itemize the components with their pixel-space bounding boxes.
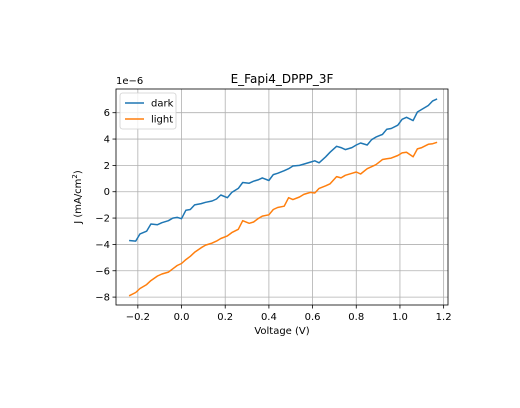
y-tick-label: −8 [95, 293, 110, 304]
y-tick-label: −4 [95, 240, 110, 251]
y-tick-label: 6 [104, 108, 110, 119]
plot-frame [115, 88, 449, 306]
grid [116, 89, 448, 305]
legend: dark light [119, 92, 177, 130]
y-axis-label-tail: ) [73, 170, 84, 174]
series-line-dark [129, 98, 438, 242]
x-axis: −0.2 0.0 0.2 0.4 0.6 0.8 1.0 1.2 [126, 305, 452, 323]
y-axis: −8 −6 −4 −2 0 2 4 6 [95, 108, 116, 304]
legend-label-light: light [151, 115, 173, 126]
y-tick-label: 2 [104, 161, 110, 172]
x-tick-label: 0.4 [261, 312, 277, 323]
y-tick-label: 4 [104, 135, 110, 146]
legend-box [119, 92, 177, 130]
x-tick-label: 0.0 [174, 312, 190, 323]
y-tick-label: 0 [104, 187, 110, 198]
x-tick-label: 0.2 [217, 312, 233, 323]
y-axis-label: J (mA/cm2) [71, 170, 84, 225]
y-axis-offset-text: 1e−6 [116, 76, 143, 87]
chart-title: E_Fapi4_DPPP_3F [231, 72, 334, 86]
x-tick-label: 0.8 [348, 312, 364, 323]
legend-label-dark: dark [151, 99, 174, 110]
x-tick-label: −0.2 [126, 312, 150, 323]
x-axis-label: Voltage (V) [254, 326, 309, 337]
series-line-light [128, 141, 438, 297]
y-tick-label: −2 [95, 214, 110, 225]
y-axis-label-superscript: 2 [71, 174, 79, 178]
y-axis-label-main: J (mA/cm [73, 179, 84, 225]
x-tick-label: 1.0 [392, 312, 408, 323]
x-tick-label: 1.2 [436, 312, 452, 323]
series-layer [128, 98, 438, 297]
x-tick-label: 0.6 [305, 312, 321, 323]
y-tick-label: −6 [95, 266, 110, 277]
